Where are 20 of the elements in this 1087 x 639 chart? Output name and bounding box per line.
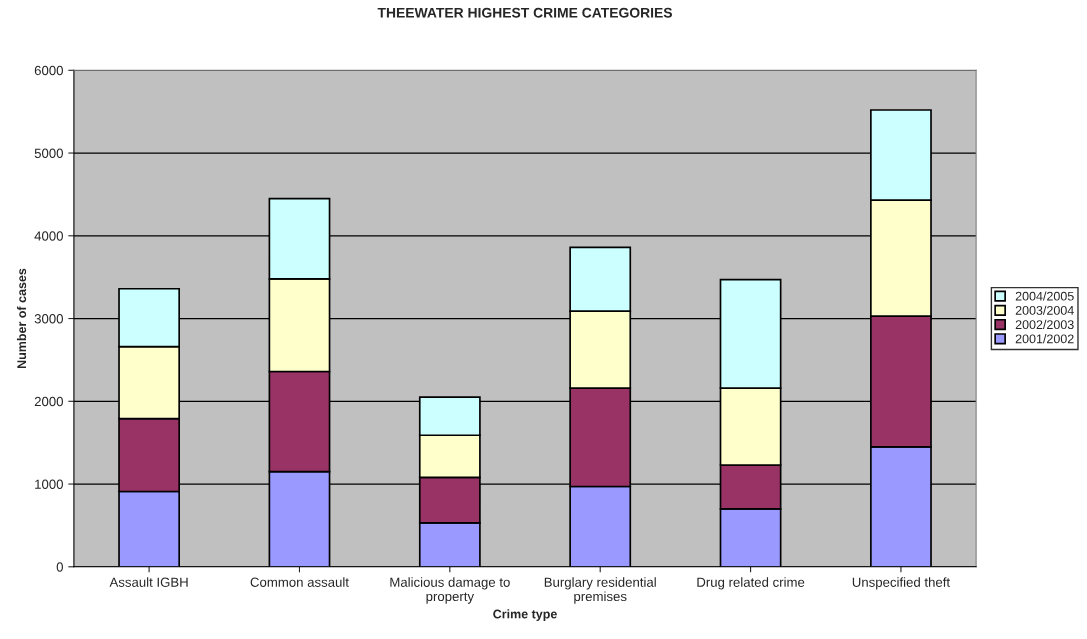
y-tick-label: 0: [56, 562, 63, 572]
chart-title: THEEWATER HIGHEST CRIME CATEGORIES: [377, 7, 672, 18]
y-axis-title: Number of cases: [16, 268, 27, 369]
x-tick-label: Common assault: [250, 577, 349, 587]
x-tick-label: Assault IGBH: [109, 577, 188, 587]
legend-label: 2001/2002: [1015, 334, 1074, 344]
x-tick-label: Unspecified theft: [852, 577, 950, 590]
y-tick-label: 4000: [34, 231, 63, 241]
legend-label: 2003/2004: [1015, 305, 1074, 315]
y-tick-label: 3000: [34, 314, 63, 324]
legend-label: 2004/2005: [1015, 291, 1074, 301]
x-tick-label: Malicious damage to property: [390, 577, 510, 604]
y-tick-label: 5000: [34, 148, 63, 158]
y-tick-label: 2000: [34, 396, 63, 407]
x-tick-label: Burglary residential premises: [544, 577, 656, 604]
y-tick-label: 1000: [35, 479, 63, 489]
x-tick-label: Drug related crime: [697, 577, 805, 590]
legend-label: 2002/2003: [1015, 319, 1074, 330]
y-tick-label: 6000: [34, 65, 63, 76]
x-axis-title: Crime type: [493, 609, 557, 621]
